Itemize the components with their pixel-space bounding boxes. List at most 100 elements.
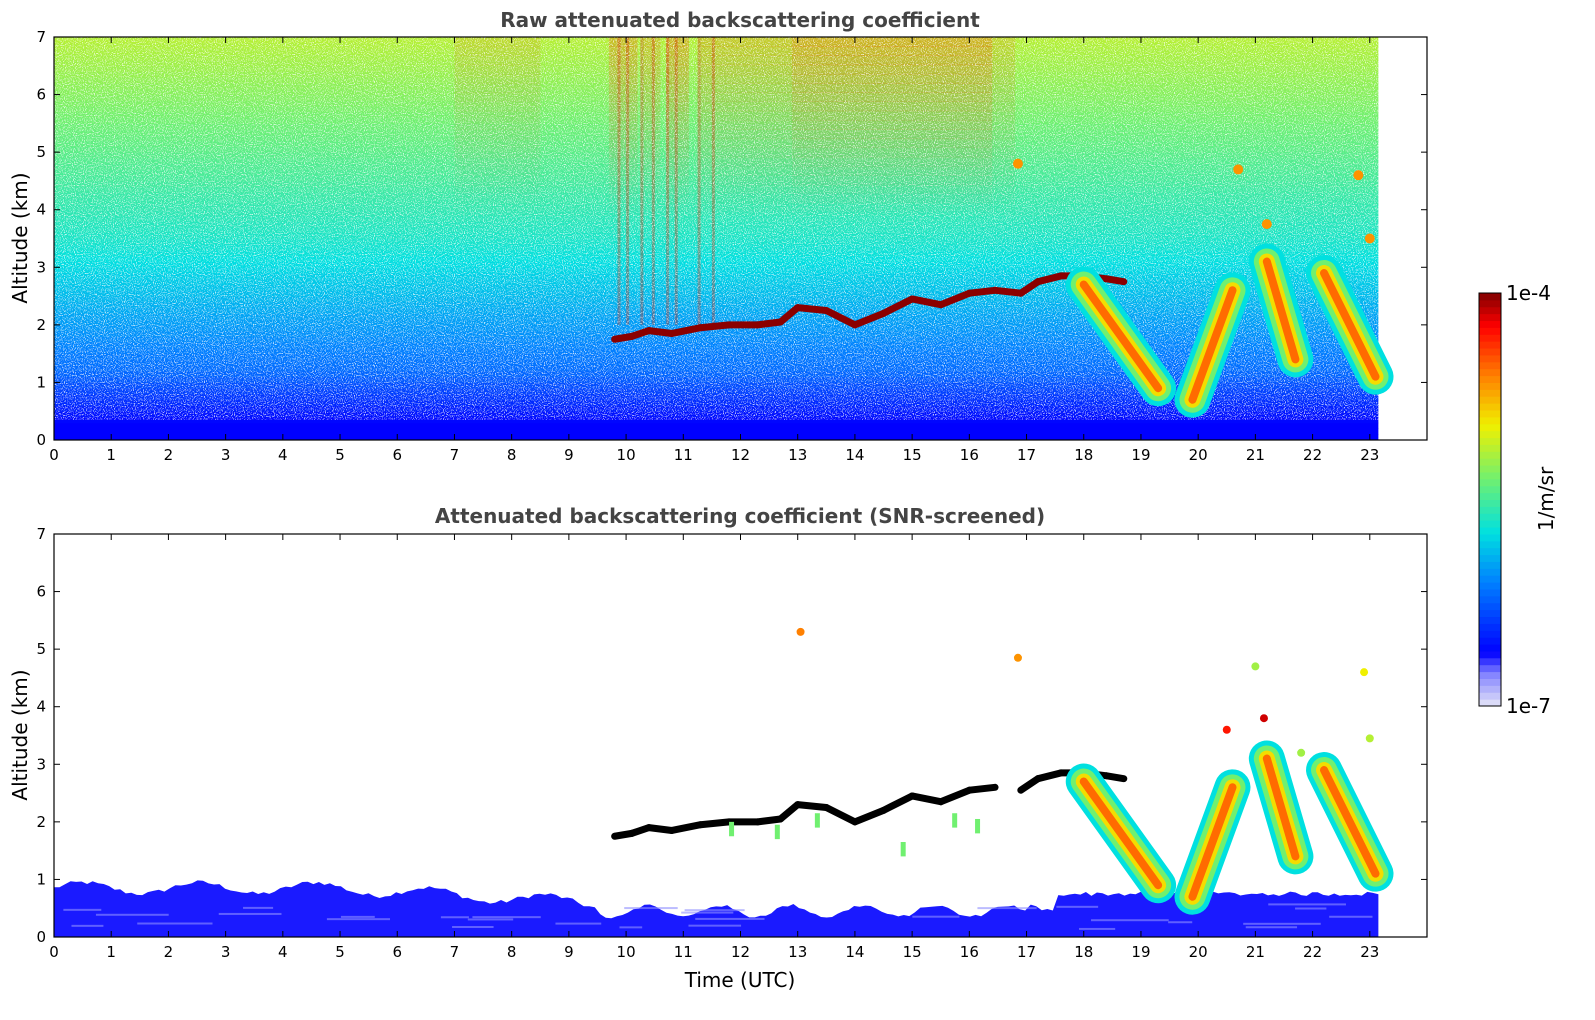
y-tick-label: 7 [36, 28, 46, 46]
bl-streak [1268, 903, 1346, 906]
x-tick-label: 19 [1131, 943, 1150, 961]
colorbar-step [1479, 657, 1501, 666]
panel2-xlabel: Time (UTC) [684, 968, 796, 992]
plume-mark [1188, 783, 1237, 901]
colorbar-step [1479, 313, 1501, 322]
colorbar-step [1479, 465, 1501, 473]
colorbar-step [1479, 568, 1501, 576]
x-tick-label: 8 [507, 943, 517, 961]
colorbar-step [1479, 554, 1501, 562]
x-tick-label: 20 [1189, 943, 1208, 961]
x-tick-label: 15 [903, 446, 922, 464]
bl-streak [243, 906, 274, 909]
cloud-layer-segment [777, 304, 802, 326]
colorbar-step [1479, 334, 1501, 342]
colorbar-step [1479, 664, 1501, 673]
cloud-layer-segment [908, 295, 945, 309]
bl-streak [684, 909, 745, 912]
bl-streak [95, 913, 169, 916]
screened-feature-dot [1365, 734, 1374, 743]
bl-streak [63, 908, 102, 911]
bl-streak [1245, 926, 1298, 929]
cloud-fringe [774, 824, 780, 840]
x-tick-label: 2 [164, 446, 174, 464]
y-tick-label: 7 [36, 525, 46, 543]
x-tick-label: 17 [1017, 446, 1036, 464]
colorbar-step [1479, 547, 1501, 556]
colorbar-step [1479, 354, 1501, 363]
colorbar-step [1479, 637, 1501, 645]
colorbar-step [1479, 527, 1501, 535]
x-tick-label: 4 [278, 943, 288, 961]
bl-streak [695, 917, 765, 920]
colorbar-step [1479, 306, 1501, 315]
colorbar-frame [1478, 292, 1502, 707]
cloud-fringe [975, 818, 981, 834]
cloud-layer-segment [851, 309, 888, 329]
raw-feature-dot [1233, 164, 1244, 175]
screened-feature-dot [1259, 714, 1268, 723]
cloud-fringe [814, 813, 820, 828]
cloud-layer-segment [880, 295, 916, 317]
colorbar-step [1479, 499, 1501, 507]
cloud-layer-segment [794, 801, 830, 811]
colorbar-step [1479, 575, 1501, 583]
x-tick-label: 3 [221, 446, 231, 464]
bl-streak [555, 922, 602, 925]
x-tick-label: 0 [49, 446, 59, 464]
colorbar-step [1479, 506, 1501, 514]
x-tick-label: 23 [1360, 943, 1379, 961]
y-tick-label: 3 [36, 755, 46, 773]
raw-feature-dot [1364, 233, 1375, 244]
colorbar-step [1479, 437, 1501, 445]
cloud-layer-segment [880, 792, 916, 814]
cloud-layer-segment [965, 286, 999, 297]
screened-feature-dot [1360, 668, 1369, 677]
colorbar-step [1479, 299, 1501, 308]
bl-streak [624, 907, 678, 910]
colorbar-step [1479, 485, 1501, 494]
cloud-fringe [900, 842, 906, 857]
bl-streak [977, 907, 1037, 910]
plume-mark [1188, 286, 1237, 404]
panel1-y-ticks: 0 1 2 3 4 5 6 7 [36, 28, 1427, 449]
colorbar-step [1479, 595, 1501, 604]
raw-bg-band [54, 422, 1379, 429]
colorbar-step [1479, 561, 1501, 569]
plume-mark [1079, 777, 1163, 890]
colorbar-step [1479, 444, 1501, 452]
bl-streak [137, 922, 213, 925]
y-tick-label: 5 [36, 143, 46, 161]
colorbar-step [1479, 650, 1501, 659]
colorbar-step [1479, 623, 1501, 631]
y-tick-label: 0 [36, 431, 46, 449]
cloud-layer-segment [1034, 272, 1065, 286]
cloud-layer-segment [908, 792, 945, 806]
bl-streak [1056, 905, 1099, 908]
x-tick-label: 8 [507, 446, 517, 464]
cloud-layer-segment [696, 321, 733, 332]
bl-streak [440, 916, 469, 919]
x-tick-label: 18 [1074, 943, 1093, 961]
colorbar-step [1479, 540, 1501, 549]
x-tick-label: 16 [960, 446, 979, 464]
bl-streak [912, 915, 960, 918]
bl-streak [452, 925, 494, 928]
bl-streak [472, 916, 541, 919]
colorbar-step [1479, 471, 1501, 480]
colorbar-gradient [1479, 293, 1501, 707]
bl-streak [467, 918, 514, 921]
colorbar-step [1479, 699, 1501, 707]
bl-streak [1295, 907, 1327, 910]
colorbar-step [1479, 588, 1501, 597]
cloud-layer-segment [1103, 772, 1128, 783]
raw-bg-band [54, 428, 1379, 435]
cloud-layer-segment [754, 815, 785, 826]
panel2-ylabel: Altitude (km) [8, 669, 32, 800]
plume-mark [1079, 280, 1163, 393]
cloud-layer-segment [1103, 275, 1128, 286]
bl-streak [1329, 915, 1373, 918]
colorbar-step [1479, 685, 1501, 693]
y-tick-label: 0 [36, 928, 46, 946]
